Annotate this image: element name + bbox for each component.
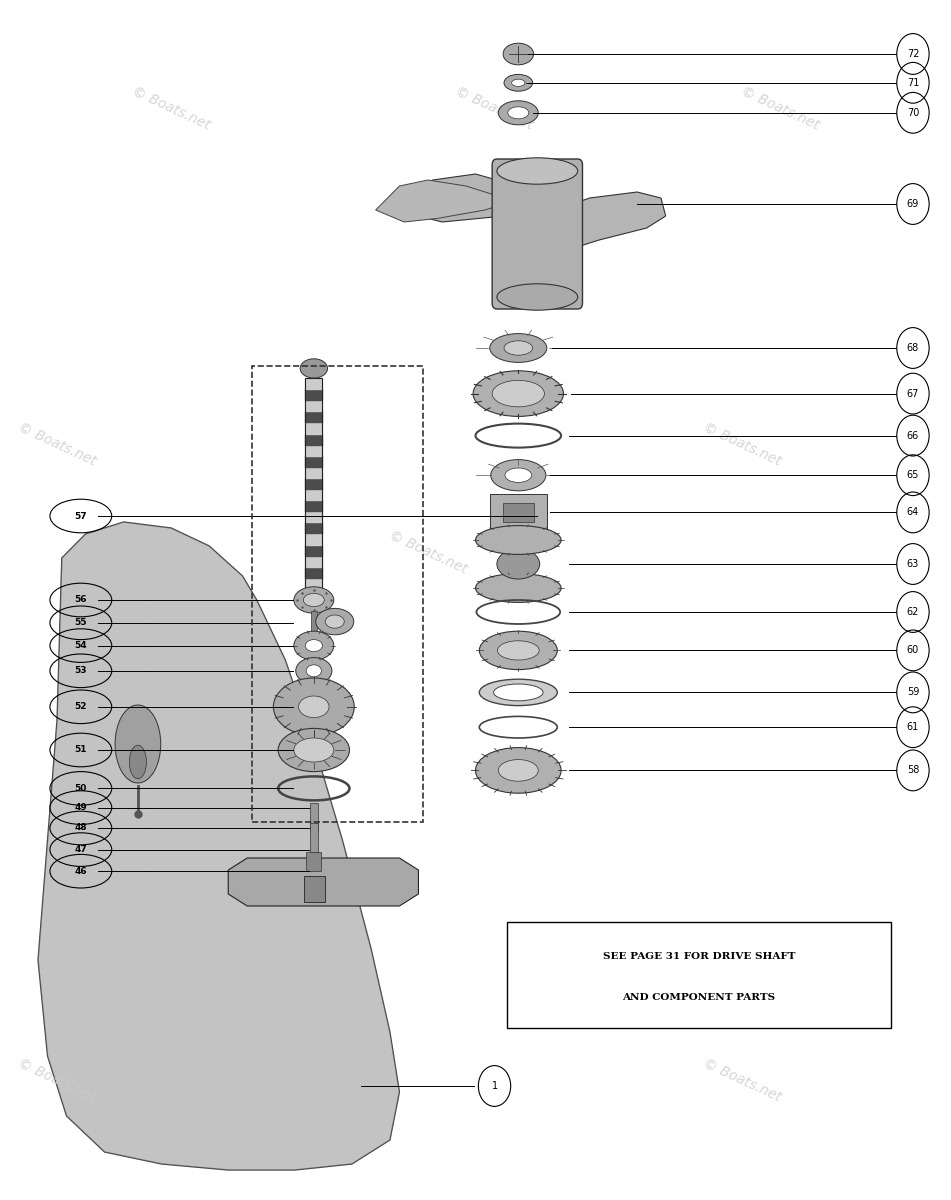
Text: 58: 58: [906, 766, 920, 775]
FancyBboxPatch shape: [507, 922, 891, 1028]
Text: 54: 54: [74, 641, 87, 650]
Bar: [311, 611, 317, 635]
Ellipse shape: [504, 74, 533, 91]
Bar: [503, 503, 534, 522]
Text: 59: 59: [906, 688, 920, 697]
Text: 66: 66: [907, 431, 919, 440]
Ellipse shape: [303, 593, 324, 607]
Bar: [310, 823, 318, 852]
Text: 60: 60: [907, 646, 919, 655]
Ellipse shape: [479, 631, 557, 670]
Ellipse shape: [129, 745, 146, 779]
Polygon shape: [414, 174, 537, 222]
Text: 55: 55: [74, 618, 87, 628]
Text: AND COMPONENT PARTS: AND COMPONENT PARTS: [622, 992, 776, 1002]
Text: 68: 68: [907, 343, 919, 353]
Ellipse shape: [299, 696, 329, 718]
Ellipse shape: [301, 359, 327, 378]
Ellipse shape: [274, 678, 355, 736]
Text: 53: 53: [74, 666, 87, 676]
Text: © Boats.net: © Boats.net: [387, 528, 469, 576]
Ellipse shape: [305, 640, 322, 652]
Ellipse shape: [498, 101, 538, 125]
Bar: [304, 876, 325, 902]
Ellipse shape: [325, 614, 344, 629]
Ellipse shape: [508, 107, 529, 119]
Text: 1: 1: [492, 1081, 497, 1091]
Text: 65: 65: [906, 470, 920, 480]
Ellipse shape: [496, 157, 577, 184]
Ellipse shape: [503, 43, 534, 65]
Text: 69: 69: [907, 199, 919, 209]
Ellipse shape: [493, 380, 545, 407]
Text: © Boats.net: © Boats.net: [130, 84, 212, 132]
Text: © Boats.net: © Boats.net: [739, 84, 821, 132]
Ellipse shape: [496, 283, 577, 310]
Text: © Boats.net: © Boats.net: [16, 1056, 98, 1104]
Text: 64: 64: [907, 508, 919, 517]
Text: 61: 61: [907, 722, 919, 732]
Ellipse shape: [479, 679, 557, 706]
Text: SEE PAGE 31 FOR DRIVE SHAFT: SEE PAGE 31 FOR DRIVE SHAFT: [603, 952, 795, 961]
Text: 71: 71: [906, 78, 920, 88]
Text: 70: 70: [906, 108, 920, 118]
Text: © Boats.net: © Boats.net: [454, 84, 535, 132]
Polygon shape: [537, 192, 666, 258]
Ellipse shape: [316, 608, 354, 635]
Ellipse shape: [497, 550, 540, 578]
Text: 49: 49: [74, 803, 87, 812]
Bar: [490, 494, 547, 530]
Bar: [252, 366, 423, 822]
Ellipse shape: [476, 526, 561, 554]
Ellipse shape: [279, 728, 350, 772]
Ellipse shape: [294, 631, 334, 660]
Polygon shape: [376, 180, 504, 222]
Text: 51: 51: [74, 745, 87, 755]
Ellipse shape: [296, 658, 332, 684]
Ellipse shape: [497, 641, 539, 660]
Text: 47: 47: [74, 845, 87, 854]
FancyBboxPatch shape: [493, 158, 582, 308]
Ellipse shape: [306, 665, 321, 677]
Bar: [310, 803, 318, 832]
Polygon shape: [38, 522, 399, 1170]
Ellipse shape: [504, 341, 533, 355]
Ellipse shape: [294, 587, 334, 613]
Text: © Boats.net: © Boats.net: [16, 420, 98, 468]
Text: © Boats.net: © Boats.net: [701, 420, 783, 468]
Text: 57: 57: [74, 511, 87, 521]
Text: 46: 46: [74, 866, 87, 876]
Ellipse shape: [512, 79, 525, 86]
Text: 72: 72: [906, 49, 920, 59]
Ellipse shape: [294, 738, 334, 762]
Text: 67: 67: [906, 389, 920, 398]
Bar: [305, 378, 322, 600]
Text: 52: 52: [74, 702, 87, 712]
Text: 62: 62: [906, 607, 920, 617]
Text: 48: 48: [74, 823, 87, 833]
Ellipse shape: [476, 748, 561, 793]
Text: 56: 56: [74, 595, 87, 605]
Text: 50: 50: [74, 784, 87, 793]
Ellipse shape: [498, 760, 538, 781]
Bar: [306, 852, 321, 871]
Ellipse shape: [115, 704, 161, 782]
Text: © Boats.net: © Boats.net: [701, 1056, 783, 1104]
Ellipse shape: [494, 684, 543, 701]
Ellipse shape: [491, 460, 546, 491]
Ellipse shape: [490, 334, 547, 362]
Polygon shape: [38, 522, 399, 1170]
Ellipse shape: [474, 371, 563, 416]
Ellipse shape: [505, 468, 532, 482]
Ellipse shape: [476, 574, 561, 602]
Polygon shape: [228, 858, 418, 906]
Text: 63: 63: [907, 559, 919, 569]
